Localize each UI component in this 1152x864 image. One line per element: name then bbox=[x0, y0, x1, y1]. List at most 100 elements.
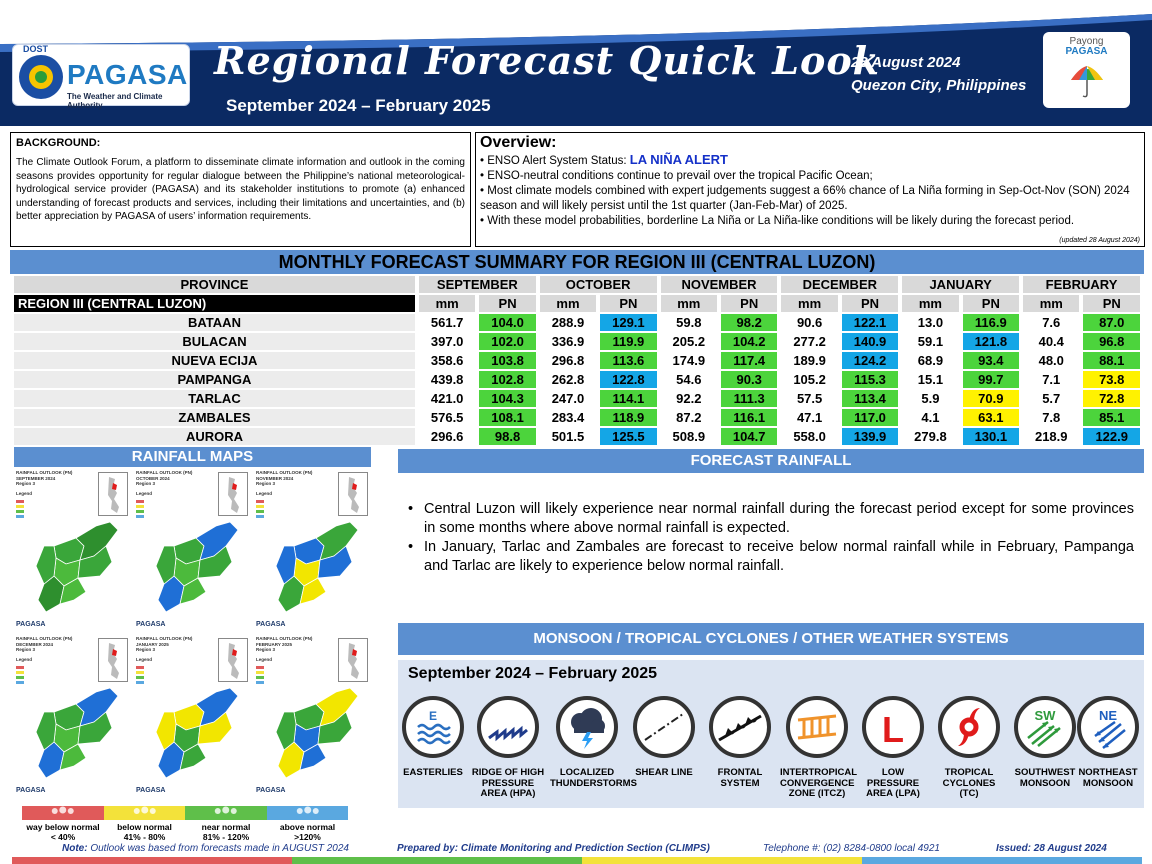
rainfall-mm-cell: 68.9 bbox=[902, 352, 959, 369]
legend-label-category: way below normal bbox=[26, 822, 100, 832]
rainfall-maps-grid: RAINFALL OUTLOOK (PN) SEPTEMBER 2024 Regio… bbox=[14, 470, 371, 800]
map-legend-title: Legend bbox=[256, 656, 273, 662]
rainfall-mm-cell: 439.8 bbox=[418, 371, 476, 388]
rainfall-mm-cell: 283.4 bbox=[539, 409, 597, 426]
percent-normal-cell: 98.2 bbox=[721, 314, 778, 331]
footer-issued: Issued: 28 August 2024 bbox=[996, 843, 1107, 854]
region-map-shape bbox=[35, 687, 119, 779]
map-header: RAINFALL OUTLOOK (PN) FEBRUARY 2025 Region… bbox=[256, 636, 312, 662]
rainfall-mm-cell: 205.2 bbox=[660, 333, 717, 350]
legend-swatch bbox=[266, 806, 348, 820]
rainfall-mm-cell: 15.1 bbox=[902, 371, 959, 388]
tropical-cyclone-icon bbox=[938, 696, 1000, 758]
percent-normal-cell: 102.0 bbox=[479, 333, 536, 350]
philippines-inset-map bbox=[98, 638, 128, 682]
rainfall-mm-cell: 336.9 bbox=[539, 333, 597, 350]
pagasa-seal-icon bbox=[19, 55, 63, 99]
rainfall-mm-cell: 288.9 bbox=[539, 314, 597, 331]
system-easterlies: E EASTERLIES bbox=[396, 696, 470, 779]
philippines-inset-map bbox=[338, 472, 368, 516]
easterlies-icon: E bbox=[402, 696, 464, 758]
table-row: BULACAN 397.0 102.0 336.9 119.9 205.2 104.2 277… bbox=[14, 333, 1140, 350]
percent-normal-cell: 104.2 bbox=[721, 333, 778, 350]
legend-label-range: 41% - 80% bbox=[123, 832, 166, 842]
payong-line2: PAGASA bbox=[1065, 46, 1108, 57]
overview-updated: (updated 28 August 2024) bbox=[1059, 237, 1140, 244]
northeast-monsoon-icon: NE bbox=[1077, 696, 1139, 758]
rainfall-mm-cell: 397.0 bbox=[418, 333, 476, 350]
province-cell: TARLAC bbox=[14, 390, 415, 407]
weather-systems-panel: September 2024 – February 2025 E EASTERL… bbox=[398, 660, 1144, 808]
map-header-line: RAINFALL OUTLOOK (PN) bbox=[136, 636, 193, 641]
map-header-line: RAINFALL OUTLOOK (PN) bbox=[16, 470, 73, 475]
region-map-shape bbox=[275, 687, 359, 779]
unit-header: PN bbox=[721, 295, 778, 312]
month-header: JANUARY bbox=[902, 276, 1020, 293]
system-thunderstorms: LOCALIZED THUNDERSTORMS bbox=[550, 696, 637, 789]
payong-pagasa-logo: Payong PAGASA bbox=[1043, 32, 1130, 108]
region-map-shape bbox=[35, 521, 119, 613]
rainfall-mm-cell: 59.8 bbox=[660, 314, 717, 331]
legend-label: above normal >120% bbox=[267, 822, 349, 842]
month-header: SEPTEMBER bbox=[418, 276, 536, 293]
map-header-line: Region 3 bbox=[16, 647, 36, 652]
percent-normal-cell: 72.8 bbox=[1083, 390, 1140, 407]
percent-normal-cell: 63.1 bbox=[962, 409, 1020, 426]
overview-item-text: ENSO-neutral conditions continue to prev… bbox=[487, 170, 873, 182]
easterlies-letter: E bbox=[429, 709, 437, 723]
rainfall-mm-cell: 59.1 bbox=[902, 333, 959, 350]
system-northeast-monsoon: NE NORTHEAST MONSOON bbox=[1071, 696, 1145, 789]
page-title: Regional Forecast Quick Look bbox=[214, 38, 881, 83]
percent-normal-cell: 122.1 bbox=[841, 314, 899, 331]
rainfall-map: RAINFALL OUTLOOK (PN) FEBRUARY 2025 Region… bbox=[254, 636, 371, 796]
rainfall-legend-bar bbox=[22, 806, 348, 820]
sw-letters: SW bbox=[1035, 708, 1057, 723]
percent-normal-cell: 113.4 bbox=[841, 390, 899, 407]
forecast-rainfall-title: FORECAST RAINFALL bbox=[398, 449, 1144, 473]
system-label: SOUTHWEST MONSOON bbox=[1014, 767, 1076, 789]
frontal-system-icon bbox=[709, 696, 771, 758]
rainfall-mm-cell: 7.1 bbox=[1023, 371, 1080, 388]
rainfall-map: RAINFALL OUTLOOK (PN) OCTOBER 2024 Region … bbox=[134, 470, 251, 630]
rainfall-mm-cell: 7.8 bbox=[1023, 409, 1080, 426]
footer-prepared: Prepared by: Climate Monitoring and Pred… bbox=[397, 843, 710, 854]
percent-normal-cell: 117.4 bbox=[721, 352, 778, 369]
percent-normal-cell: 99.7 bbox=[962, 371, 1020, 388]
percent-normal-cell: 103.8 bbox=[479, 352, 536, 369]
table-row: NUEVA ECIJA 358.6 103.8 296.8 113.6 174.9 117.… bbox=[14, 352, 1140, 369]
unit-header: mm bbox=[781, 295, 838, 312]
logo-dost: DOST bbox=[23, 44, 49, 54]
map-legend-title: Legend bbox=[16, 656, 33, 662]
legend-label-range: < 40% bbox=[50, 832, 76, 842]
enso-alert-badge: LA NIÑA ALERT bbox=[629, 152, 728, 167]
map-footer-logo: PAGASA bbox=[16, 621, 46, 628]
percent-normal-cell: 116.1 bbox=[721, 409, 778, 426]
rainfall-mm-cell: 5.7 bbox=[1023, 390, 1080, 407]
percent-normal-cell: 116.9 bbox=[962, 314, 1020, 331]
overview-item-text: With these model probabilities, borderli… bbox=[487, 215, 1075, 227]
rainfall-mm-cell: 7.6 bbox=[1023, 314, 1080, 331]
map-header: RAINFALL OUTLOOK (PN) NOVEMBER 2024 Region… bbox=[256, 470, 312, 496]
month-header: OCTOBER bbox=[539, 276, 657, 293]
percent-normal-cell: 139.9 bbox=[841, 428, 899, 445]
weather-systems-period: September 2024 – February 2025 bbox=[408, 665, 658, 682]
unit-header: mm bbox=[539, 295, 597, 312]
rainfall-mm-cell: 90.6 bbox=[781, 314, 838, 331]
rainfall-map: RAINFALL OUTLOOK (PN) SEPTEMBER 2024 Regio… bbox=[14, 470, 131, 630]
rainfall-mm-cell: 40.4 bbox=[1023, 333, 1080, 350]
province-cell: NUEVA ECIJA bbox=[14, 352, 415, 369]
footer-telephone: Telephone #: (02) 8284-0800 local 4921 bbox=[763, 843, 940, 854]
percent-normal-cell: 122.8 bbox=[600, 371, 657, 388]
system-label: LOW PRESSURE AREA (LPA) bbox=[866, 767, 920, 799]
monthly-summary-title: MONTHLY FORECAST SUMMARY FOR REGION III … bbox=[10, 250, 1144, 274]
province-cell: BATAAN bbox=[14, 314, 415, 331]
rainfall-map: RAINFALL OUTLOOK (PN) DECEMBER 2024 Region… bbox=[14, 636, 131, 796]
map-footer-logo: PAGASA bbox=[16, 787, 46, 794]
province-cell: AURORA bbox=[14, 428, 415, 445]
percent-normal-cell: 140.9 bbox=[841, 333, 899, 350]
map-footer-logo: PAGASA bbox=[136, 621, 166, 628]
payong-line1: Payong bbox=[1069, 36, 1104, 47]
map-header-line: Region 3 bbox=[136, 647, 156, 652]
rainfall-mm-cell: 558.0 bbox=[781, 428, 838, 445]
header-swoosh bbox=[0, 0, 1152, 52]
